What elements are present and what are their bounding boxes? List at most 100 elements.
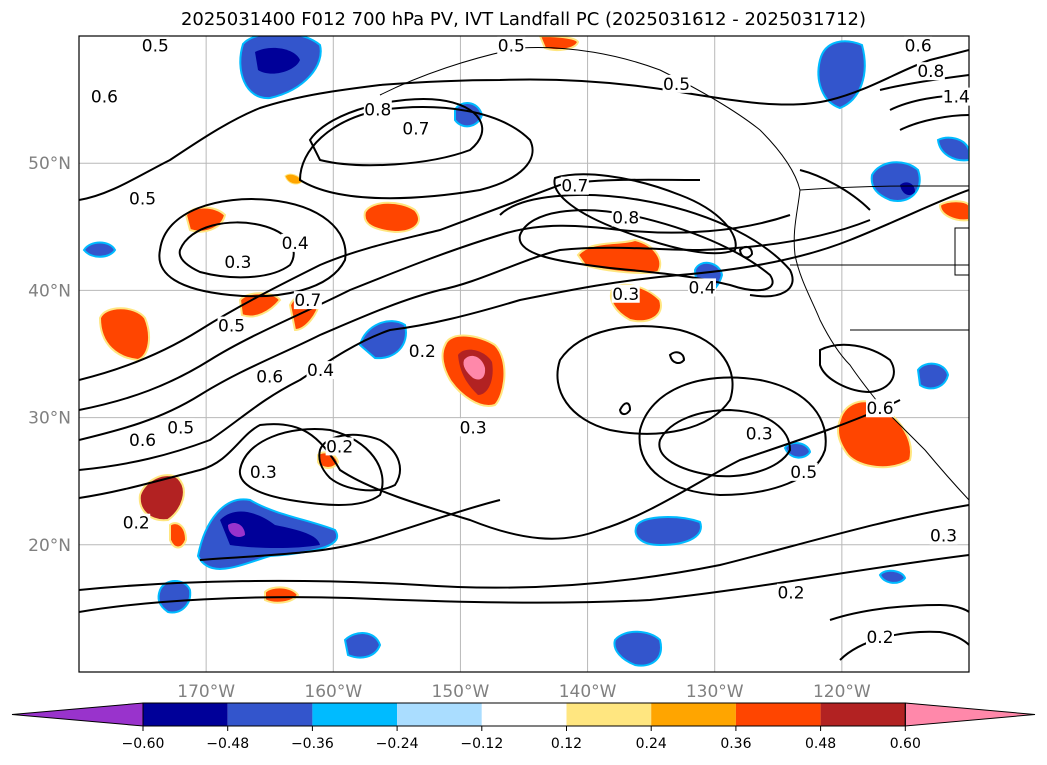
negative-blob [228,523,245,537]
svg-text:0.2: 0.2 [866,628,893,648]
contour-label: 0.5 [497,36,526,57]
svg-text:0.2: 0.2 [326,437,353,457]
contour-label: 0.2 [325,437,354,457]
longitude-labels: 170°W 160°W 150°W 140°W 130°W 120°W [177,682,871,702]
colorbar-tick-label: 0.48 [805,736,836,752]
lat-tick-label: 30°N [28,409,71,429]
contour-label: 0.3 [459,418,488,438]
svg-text:0.6: 0.6 [905,37,932,57]
contour-label: 0.5 [217,316,246,337]
svg-text:0.3: 0.3 [224,253,251,273]
colorbar-tick-label: 0.60 [890,736,921,752]
lon-tick-label: 170°W [177,682,235,702]
svg-text:0.3: 0.3 [612,285,639,305]
contour-label: 0.2 [866,628,894,648]
positive-blob [169,522,188,549]
negative-blob [783,442,812,459]
negative-blob [82,241,117,258]
colorbar-tick-label: 0.36 [720,736,751,752]
colorbar-swatch [481,703,567,726]
positive-blob [463,355,486,380]
lat-tick-label: 50°N [28,154,71,174]
svg-text:0.5: 0.5 [129,189,156,209]
lat-tick-label: 20°N [28,536,71,556]
lon-tick-label: 160°W [304,682,362,702]
contour-label: 0.8 [916,62,945,82]
svg-text:0.7: 0.7 [561,177,588,197]
svg-text:0.6: 0.6 [129,431,156,451]
svg-text:0.3: 0.3 [460,418,487,438]
colorbar-min-arrow [11,702,144,727]
map-title: 2025031400 F012 700 hPa PV, IVT Landfall… [180,9,867,30]
positive-blob [264,586,300,604]
contour-label: 0.8 [611,208,640,228]
contour-label: 0.7 [401,119,430,139]
contour-label: 0.6 [128,431,157,451]
svg-text:0.3: 0.3 [746,425,773,445]
lon-tick-label: 140°W [559,682,617,702]
contour-label: 0.4 [688,278,716,298]
lat-tick-label: 40°N [28,281,71,301]
latitude-labels: 20°N 30°N 40°N 50°N [28,154,71,556]
contour-label: 0.6 [90,87,119,108]
colorbar-swatch [651,703,736,726]
colorbar-swatch [820,703,906,726]
svg-text:0.6: 0.6 [866,399,893,419]
colorbar-tick-label: −0.24 [376,736,419,752]
contour-label: 0.3 [223,253,252,273]
svg-text:0.7: 0.7 [294,291,321,311]
negative-blob [916,362,950,390]
svg-text:0.2: 0.2 [777,584,804,604]
positive-blob [98,307,151,362]
negative-blob [454,102,484,128]
contour-label: 0.7 [293,291,322,311]
map-frame [78,35,970,673]
contour-label: 0.6 [866,399,894,419]
colorbar-tick-label: −0.60 [122,736,165,752]
negative-blob [878,569,907,584]
contour-label: 0.5 [662,74,691,95]
negative-blob [343,632,382,659]
colorbar-swatch [397,703,482,726]
contour-label: 0.4 [281,233,310,254]
svg-text:0.5: 0.5 [142,37,169,57]
colorbar-tick-label: 0.24 [636,736,667,752]
negative-blob [255,47,300,74]
svg-text:0.8: 0.8 [612,208,639,228]
contour-label: 0.5 [789,462,818,483]
colorbar-tick-label: −0.36 [291,736,334,752]
contour-label: 0.2 [777,583,805,604]
contour-label: 0.3 [929,526,958,546]
negative-blob [870,161,921,202]
contour-label: 0.3 [745,424,774,445]
svg-text:0.5: 0.5 [663,75,690,95]
positive-blob [938,200,969,222]
lon-tick-label: 150°W [432,682,490,702]
svg-text:0.8: 0.8 [364,100,391,120]
contour-label: 0.2 [122,513,151,534]
contour-label: 0.8 [363,100,392,120]
lon-tick-label: 120°W [813,682,871,702]
contour-label: 0.4 [306,361,335,381]
negative-blob [613,630,662,667]
pv-contours [79,49,969,661]
map-gridlines [79,36,969,672]
svg-text:0.6: 0.6 [91,88,118,108]
colorbar-swatch [566,703,652,726]
svg-text:0.4: 0.4 [307,361,334,381]
svg-text:0.6: 0.6 [256,367,283,387]
contour-label: 0.3 [611,284,640,305]
svg-text:1.4: 1.4 [943,88,970,108]
positive-blob [363,201,420,234]
negative-blob [220,511,320,549]
colorbar: −0.60 −0.48 −0.36 −0.24 −0.12 0.12 0.24 0.36 0.4… [11,702,1036,752]
contour-label: 0.2 [408,342,437,362]
lon-tick-label: 130°W [686,682,744,702]
colorbar-swatch [735,703,821,726]
svg-text:0.4: 0.4 [282,234,309,254]
svg-text:0.5: 0.5 [167,418,194,438]
colorbar-tick-label: −0.48 [206,736,249,752]
colorbar-tick-label: 0.12 [551,736,582,752]
contour-label: 1.4 [942,87,971,108]
